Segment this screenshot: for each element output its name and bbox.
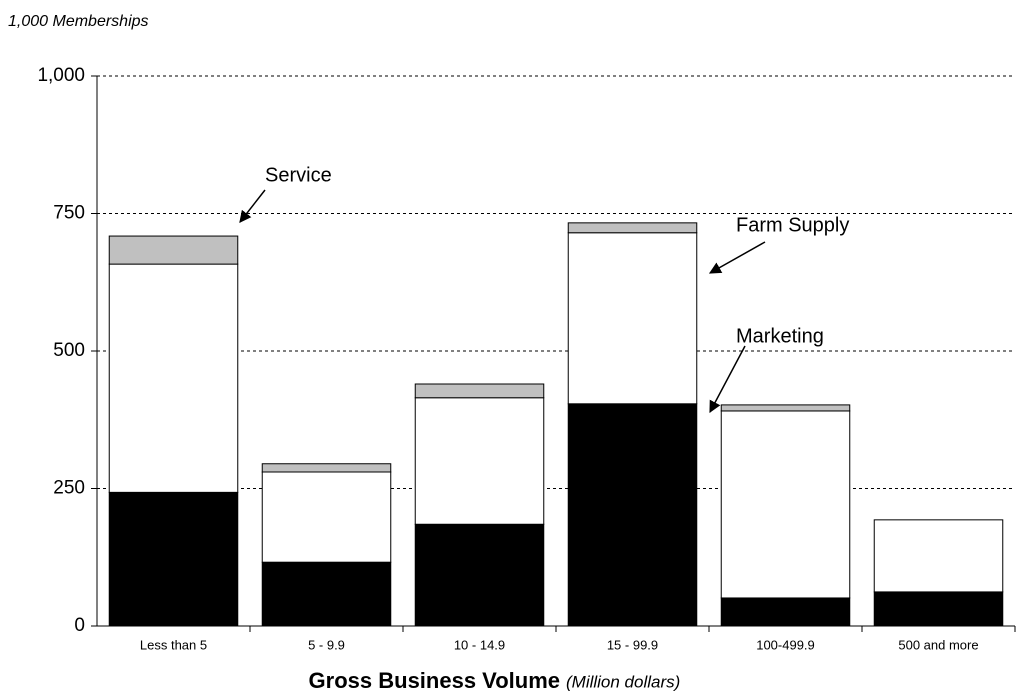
bar-segment	[567, 232, 698, 405]
y-tick-label: 250	[53, 478, 85, 499]
bar-segment	[567, 403, 698, 627]
bar-segment	[873, 591, 1004, 627]
y-axis-title: 1,000 Memberships	[8, 13, 149, 30]
annotation-arrow	[239, 189, 266, 223]
x-axis-title: Gross Business Volume	[309, 668, 560, 693]
bar-segment	[414, 383, 545, 399]
bar-segment	[261, 463, 392, 473]
x-tick-label: 100-499.9	[756, 637, 815, 652]
bar-segment	[720, 404, 851, 412]
bar-segment	[108, 263, 239, 493]
annotation: Farm Supply	[736, 214, 849, 236]
bar-segment	[720, 410, 851, 599]
x-tick-label: 10 - 14.9	[454, 637, 505, 652]
annotation: Marketing	[736, 325, 824, 347]
bar-segment	[108, 491, 239, 627]
bar-segment	[720, 597, 851, 627]
bar-segment	[414, 397, 545, 525]
x-tick-label: 5 - 9.9	[308, 637, 345, 652]
y-tick-label: 1,000	[37, 65, 85, 86]
y-tick-label: 750	[53, 203, 85, 224]
y-tick-label: 500	[53, 340, 85, 361]
x-tick-label: 15 - 99.9	[607, 637, 658, 652]
bar-segment	[414, 523, 545, 627]
annotation-arrow	[708, 241, 766, 274]
bar-segment	[108, 235, 239, 265]
x-tick-label: Less than 5	[140, 637, 207, 652]
bar-segment	[567, 222, 698, 234]
bar-segment	[261, 471, 392, 563]
x-axis-unit: (Million dollars)	[566, 672, 680, 691]
bar-segment	[873, 519, 1004, 593]
annotation: Service	[265, 164, 332, 186]
annotation-arrow	[709, 345, 746, 414]
y-tick-label: 0	[74, 615, 85, 636]
bar-segment	[261, 561, 392, 627]
x-tick-label: 500 and more	[898, 637, 978, 652]
